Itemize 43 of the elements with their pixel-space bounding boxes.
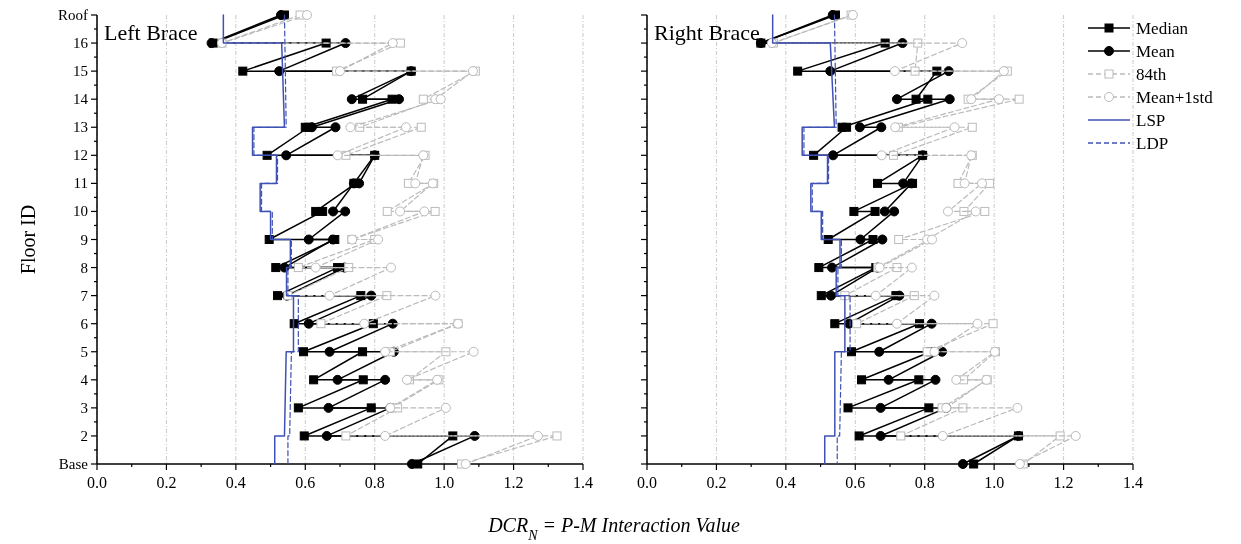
x-tick-label: 1.4 [1123,474,1143,491]
x-tick-label: 0.2 [156,474,177,491]
x-axis-title: DCR$_{N}$ = P-M Interaction Value [487,514,740,543]
y-tick-label: 5 [80,343,88,360]
x-tick-label: 1.4 [573,474,593,491]
y-tick-label: Roof [58,7,88,23]
y-tick-label: 3 [80,399,88,416]
y-tick-label: 8 [80,259,88,276]
x-tick-label: 0.8 [914,474,935,491]
legend-label: LSP [1136,111,1166,130]
legend-label: Mean+1std [1136,88,1214,107]
x-tick-label: 1.2 [1053,474,1074,491]
y-tick-label: 14 [73,91,89,108]
x-tick-label: 0.6 [845,474,866,491]
y-tick-label: 2 [80,427,88,444]
x-tick-label: 1.0 [984,474,1005,491]
legend-label: LDP [1136,134,1169,153]
y-tick-label: 13 [73,119,88,136]
legend-label: 84th [1136,65,1167,84]
legend-label: Median [1136,19,1189,38]
x-tick-label: 1.2 [503,474,524,491]
y-tick-label: 9 [80,231,88,248]
x-tick-label: 0.0 [87,474,107,491]
chart-title: Left Brace [104,20,198,45]
x-tick-label: 1.0 [434,474,455,491]
y-tick-label: 12 [73,147,88,164]
y-tick-label: Base [58,456,89,472]
x-tick-label: 0.2 [706,474,727,491]
chart-title: Right Brace [654,20,760,45]
x-tick-label: 0.8 [364,474,385,491]
x-tick-label: 0.4 [225,474,246,491]
y-tick-label: 11 [73,175,88,192]
x-tick-label: 0.0 [637,474,657,491]
y-tick-label: 15 [73,63,88,80]
y-axis-title: Floor ID [17,204,39,275]
x-tick-label: 0.4 [775,474,796,491]
y-tick-label: 6 [80,315,89,332]
y-tick-label: 7 [80,287,89,304]
x-tick-label: 0.6 [295,474,316,491]
y-tick-label: 16 [73,35,89,52]
y-tick-label: 10 [73,203,88,220]
y-tick-label: 4 [80,371,89,388]
legend-label: Mean [1136,42,1176,61]
